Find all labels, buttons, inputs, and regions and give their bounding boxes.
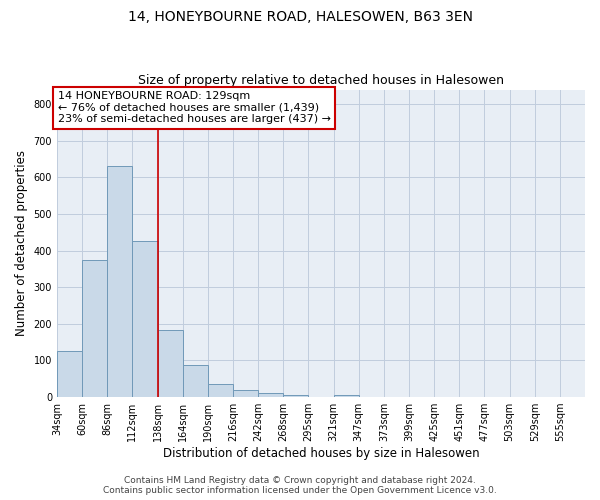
Y-axis label: Number of detached properties: Number of detached properties <box>15 150 28 336</box>
Bar <box>82 260 107 397</box>
Text: 14, HONEYBOURNE ROAD, HALESOWEN, B63 3EN: 14, HONEYBOURNE ROAD, HALESOWEN, B63 3EN <box>128 10 473 24</box>
Bar <box>233 390 258 397</box>
Bar <box>133 242 158 397</box>
Bar <box>334 394 359 397</box>
Title: Size of property relative to detached houses in Halesowen: Size of property relative to detached ho… <box>138 74 504 87</box>
Bar <box>258 394 283 397</box>
Bar <box>182 365 208 397</box>
Bar <box>158 330 182 397</box>
Bar <box>57 350 82 397</box>
Text: 14 HONEYBOURNE ROAD: 129sqm
← 76% of detached houses are smaller (1,439)
23% of : 14 HONEYBOURNE ROAD: 129sqm ← 76% of det… <box>58 91 331 124</box>
Bar <box>107 166 133 397</box>
Bar <box>208 384 233 397</box>
Text: Contains HM Land Registry data © Crown copyright and database right 2024.
Contai: Contains HM Land Registry data © Crown c… <box>103 476 497 495</box>
X-axis label: Distribution of detached houses by size in Halesowen: Distribution of detached houses by size … <box>163 447 479 460</box>
Bar <box>283 396 308 397</box>
